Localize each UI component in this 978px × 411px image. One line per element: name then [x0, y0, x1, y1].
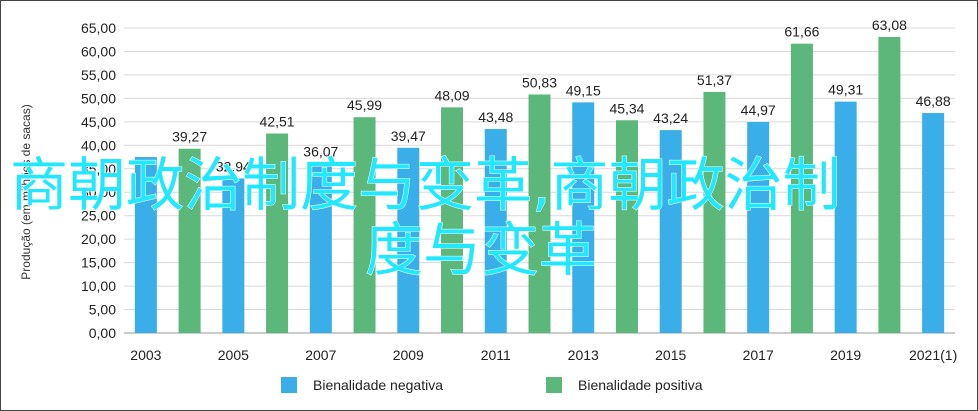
- data-label: 45,99: [347, 97, 382, 113]
- y-tick-label: 25,00: [81, 208, 116, 224]
- bar-positive: [528, 94, 551, 334]
- x-tick-label: 2003: [130, 347, 161, 363]
- legend-swatch-negative: [281, 377, 297, 393]
- x-tick-label: 2005: [218, 347, 249, 363]
- x-tick-label: 2007: [305, 347, 336, 363]
- bar-negative: [659, 130, 682, 333]
- y-tick-label: 45,00: [81, 114, 116, 130]
- bar-negative: [484, 128, 507, 333]
- data-label: 51,37: [697, 72, 732, 88]
- bar-negative: [134, 157, 157, 333]
- bar-positive: [178, 148, 201, 333]
- y-tick-label: 60,00: [81, 43, 116, 59]
- x-tick-label: 2017: [743, 347, 774, 363]
- data-label: 42,51: [260, 114, 295, 130]
- data-label: 50,83: [522, 74, 557, 90]
- bar-positive: [790, 43, 813, 334]
- x-tick-label: 2015: [655, 347, 686, 363]
- overlay-caption: 商朝政治制度与变革,商朝政治制 度与变革: [10, 151, 841, 285]
- data-label: 48,09: [435, 87, 470, 103]
- data-label: 32,94: [216, 158, 251, 174]
- overlay-line-1: 商朝政治制度与变革,商朝政治制: [10, 151, 840, 219]
- y-tick-label: 40,00: [81, 137, 116, 153]
- x-axis-ticks: 2003 2005 2007 2009 2011 2013 2015 2017 2019 2021…: [130, 347, 957, 363]
- y-tick-label: 10,00: [81, 278, 116, 294]
- y-tick-label: 65,00: [81, 20, 116, 36]
- x-tick-label: 2011: [481, 347, 511, 363]
- data-label: 36,07: [303, 144, 338, 160]
- bar-negative: [572, 102, 595, 333]
- x-tick-label: 2019: [830, 347, 861, 363]
- data-label: 43,48: [478, 109, 513, 125]
- bar-positive: [878, 37, 901, 334]
- bar-negative: [834, 101, 857, 333]
- x-tick-label: 2013: [568, 347, 599, 363]
- bar-positive: [615, 120, 638, 334]
- y-axis-label: Produção (em milhões de sacas): [19, 104, 33, 279]
- data-label: 49,31: [828, 82, 863, 98]
- bar-positive: [353, 117, 376, 333]
- bar-positive: [441, 107, 464, 333]
- data-label: 39,47: [391, 128, 426, 144]
- y-tick-label: 20,00: [81, 231, 116, 247]
- legend: Bienalidade negativa Bienalidade positiv…: [281, 377, 703, 393]
- data-labels: 32,94 36,07 39,47 43,48 49,15 43,24 44,97 49,31…: [172, 17, 951, 174]
- bar-negative: [222, 178, 245, 333]
- data-label: 61,66: [784, 24, 819, 40]
- bar-negative: [922, 113, 945, 333]
- data-label: 39,27: [172, 129, 207, 145]
- bar-negative: [397, 147, 420, 333]
- legend-label-positive: Bienalidade positiva: [578, 377, 703, 393]
- y-tick-label: 0,00: [89, 325, 116, 341]
- x-tick-label: 2009: [393, 347, 424, 363]
- y-tick-label: 5,00: [89, 302, 116, 318]
- y-tick-label: 30,00: [81, 184, 116, 200]
- bar-positive: [266, 133, 289, 333]
- y-tick-label: 50,00: [81, 90, 116, 106]
- data-label: 43,24: [653, 110, 688, 126]
- x-tick-label: 2021(1): [909, 347, 957, 363]
- y-tick-label: 35,00: [81, 161, 116, 177]
- bar-negative: [747, 121, 770, 333]
- data-label: 63,08: [872, 17, 907, 33]
- y-tick-label: 15,00: [81, 255, 116, 271]
- data-label: 46,88: [916, 93, 951, 109]
- bar-positive: [703, 91, 726, 334]
- y-tick-label: 55,00: [81, 67, 116, 83]
- bar-negative: [309, 163, 332, 333]
- bars: [134, 37, 945, 334]
- data-label: 49,15: [566, 82, 601, 98]
- overlay-line-2: 度与变革: [365, 216, 597, 284]
- data-label: 44,97: [741, 102, 776, 118]
- data-label: 45,34: [609, 100, 644, 116]
- legend-label-negative: Bienalidade negativa: [313, 377, 443, 393]
- legend-swatch-positive: [546, 377, 562, 393]
- y-axis-ticks: 0,00 5,00 10,00 15,00 20,00 25,00 30,00 35,00 40…: [81, 20, 116, 341]
